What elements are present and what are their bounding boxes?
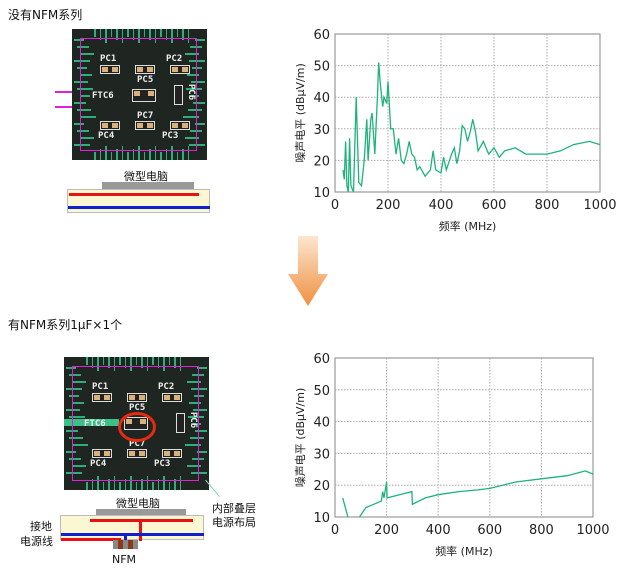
ground-label: 接地 [30, 520, 52, 533]
pcb-label: PC2 [166, 54, 183, 64]
chart-without-nfm: 0 200 400 600 800 1000 10 20 30 40 50 60 频率 (MHz) 噪声电… [293, 28, 617, 233]
board-cross-section [60, 515, 204, 541]
cpu-label: 微型电脑 [124, 170, 168, 183]
pcb-label: PC7 [137, 111, 154, 121]
section-title-without-nfm: 没有NFM系列 [8, 8, 83, 22]
pcb-label: PC5 [129, 403, 146, 413]
plot-area [334, 357, 594, 518]
ground-layer [68, 206, 210, 209]
y-tick-label: 20 [313, 479, 330, 494]
x-tick-label: 0 [331, 523, 339, 538]
x-axis-label: 频率 (MHz) [435, 544, 493, 558]
pcb-label: PC2 [158, 382, 175, 392]
pcb-label: PC7 [129, 439, 146, 449]
x-tick-label: 600 [477, 523, 502, 538]
y-axis-label: 噪声电平 (dBμV/m) [293, 63, 307, 163]
x-tick-label: 1000 [583, 198, 616, 213]
x-tick-label: 200 [374, 523, 399, 538]
x-tick-label: 0 [331, 198, 339, 213]
down-arrow-icon [288, 236, 328, 306]
x-tick-label: 800 [529, 523, 554, 538]
series-line [342, 62, 601, 193]
power-layer [69, 193, 199, 196]
y-tick-label: 40 [313, 416, 330, 431]
pcb-photo-with-nfm: PC1 PC2 PC5 FTC6 PC6 PC7 PC4 PC3 [64, 357, 209, 490]
y-tick-label: 10 [313, 511, 330, 526]
inner-layer-label-2: 电源布局 [212, 516, 256, 529]
board-cross-section [67, 189, 210, 213]
y-tick-label: 50 [313, 384, 330, 399]
power-line [61, 538, 121, 541]
y-tick-label: 30 [313, 447, 330, 462]
x-axis-label: 频率 (MHz) [439, 219, 497, 233]
x-tick-label: 1000 [576, 523, 609, 538]
nfm-label: NFM [112, 553, 137, 566]
plot-area [334, 33, 601, 193]
series-line [342, 470, 594, 518]
pcb-label: PC1 [100, 54, 117, 64]
y-tick-label: 50 [313, 60, 330, 75]
cpu-chip [102, 182, 194, 189]
x-tick-label: 600 [482, 198, 507, 213]
y-tick-label: 20 [313, 154, 330, 169]
nfm-component [113, 540, 138, 549]
pcb-label: PC6 [188, 411, 199, 429]
pcb-label: PC6 [186, 83, 197, 101]
pcb-label: PC4 [90, 459, 107, 469]
power-line-label: 电源线 [20, 535, 53, 548]
x-tick-label: 800 [535, 198, 560, 213]
power-via [139, 519, 142, 541]
section-title-with-nfm: 有NFM系列1μF×1个 [8, 318, 123, 332]
y-tick-label: 30 [313, 123, 330, 138]
y-tick-label: 40 [313, 91, 330, 106]
pcb-label: FTC6 [92, 91, 114, 101]
pcb-label: PC4 [98, 131, 115, 141]
pcb-label: PC5 [137, 75, 154, 85]
pcb-label: PC3 [162, 131, 179, 141]
ground-layer [61, 533, 204, 536]
outline-lead [55, 91, 72, 93]
x-tick-label: 400 [429, 198, 454, 213]
chart-with-nfm: 0 200 400 600 800 1000 10 20 30 40 50 60 频率 (MHz) 噪声电… [293, 352, 610, 558]
pcb-label: PC1 [92, 382, 109, 392]
x-tick-label: 400 [426, 523, 451, 538]
outline-lead [55, 106, 72, 108]
y-axis-label: 噪声电平 (dBμV/m) [293, 388, 307, 488]
y-tick-label: 60 [313, 28, 330, 43]
pcb-label: FTC6 [84, 419, 106, 429]
cpu-chip [96, 509, 186, 515]
pcb-photo-without-nfm: PC1 PC2 PC5 FTC6 PC6 PC7 PC4 PC3 [72, 29, 207, 160]
cpu-label: 微型电脑 [116, 497, 160, 510]
x-tick-label: 200 [376, 198, 401, 213]
inner-layer-label-1: 内部叠层 [212, 502, 256, 515]
ground-via [124, 533, 127, 541]
y-tick-label: 60 [313, 352, 330, 367]
pcb-label: PC3 [154, 459, 171, 469]
y-tick-label: 10 [313, 186, 330, 201]
